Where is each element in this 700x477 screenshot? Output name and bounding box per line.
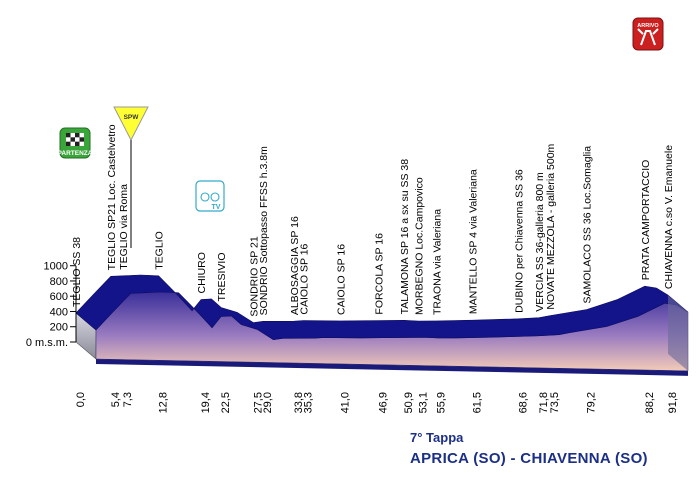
stage-title: 7° Tappa (410, 430, 464, 445)
waypoint-label: CAIOLO SP 16 (335, 244, 347, 315)
stage-route: APRICA (SO) - CHIAVENNA (SO) (410, 450, 648, 467)
km-label: 35,3 (303, 392, 315, 413)
profile-base (75, 274, 689, 376)
y-tick-label: 400 (50, 306, 68, 318)
km-label: 79,2 (586, 392, 598, 413)
waypoint-label: TRAONA via Valeriana (431, 209, 443, 315)
waypoint-label: ALBOSAGGIA SP 16 (289, 216, 301, 315)
y-axis: 0 m.s.m. 200 400 600 800 1000 (26, 261, 77, 349)
waypoint-label: SONDRIO Sottopasso FFSS h.3.8m (258, 146, 270, 315)
waypoint-label: SAMOLACO SS 36 Loc.Somaglia (582, 146, 594, 304)
km-label: 7,3 (122, 392, 134, 407)
waypoint-label: PRATA CAMPORTACCIO (640, 160, 652, 281)
sprint-triangle-icon (113, 106, 149, 142)
km-label: 88,2 (644, 392, 656, 413)
tv-marker: TV (195, 180, 225, 212)
km-label: 71,8 (538, 392, 550, 413)
finish-badge: ARRIVO (632, 17, 664, 51)
waypoint-label: SONDRIO SP 21 (248, 236, 260, 316)
km-label: 46,9 (377, 392, 389, 413)
km-label: 12,8 (158, 392, 170, 413)
waypoint-label: TEGLIO SS 38 (71, 237, 83, 307)
sprint-marker: SPW (113, 106, 149, 248)
finish-flag-icon (632, 17, 664, 51)
start-badge: PARTENZA (58, 127, 93, 159)
waypoint-label: TEGLIO via Roma (118, 184, 130, 270)
km-label: 91,8 (667, 392, 679, 413)
finish-badge-label: ARRIVO (637, 23, 659, 29)
waypoint-label: TEGLIO (154, 231, 166, 270)
sprint-label: SPW (124, 114, 140, 121)
x-axis: 0,0 5,4 7,3 12,8 19,4 22,5 27,529,0 33,835,3 41,… (75, 392, 679, 413)
waypoint-labels: TEGLIO SS 38 TEGLIO SP21 Loc. Castelvetro… (71, 124, 675, 316)
y-tick-label: 1000 (44, 261, 68, 273)
flag-square (70, 137, 75, 142)
waypoint-label: TRESIVIO (216, 252, 228, 301)
km-label: 50,9 (403, 392, 415, 413)
flag-square (79, 137, 84, 142)
waypoint-label: MANTELLO SP 4 via Valeriana (468, 169, 480, 314)
flag-square (66, 133, 71, 138)
bike-wheel-icon (210, 192, 220, 202)
bike-wheel-icon (200, 192, 210, 202)
rider-arms-icon (637, 28, 659, 46)
flag-square (75, 141, 80, 146)
y-tick-label: 0 m.s.m. (26, 337, 68, 349)
km-label: 19,4 (200, 392, 212, 413)
km-label: 29,0 (262, 392, 274, 413)
y-tick-label: 800 (50, 276, 68, 288)
waypoint-label: CHIAVENNA c.so V. Emanuele (663, 145, 675, 289)
waypoint-label: VERCIA SS 36-galleria 800 m (534, 172, 546, 312)
waypoint-label: CHIURO (196, 252, 208, 293)
tv-icon (195, 180, 225, 212)
y-tick-label: 600 (50, 291, 68, 303)
km-label: 41,0 (339, 392, 351, 413)
waypoint-label: TALAMONA SP 16 a sx su SS 38 (399, 159, 411, 315)
km-label: 0,0 (75, 392, 87, 407)
flag-square (66, 141, 71, 146)
km-label: 33,8 (293, 392, 305, 413)
badges: PARTENZA SPW TV ARRIVO (58, 17, 664, 248)
flag-square (75, 133, 80, 138)
waypoint-label: CAIOLO SP 16 (299, 243, 311, 314)
waypoint-label: DUBINO per Chiavenna SS 36 (513, 169, 525, 313)
km-label: 27,5 (252, 392, 264, 413)
y-tick-label: 200 (50, 322, 68, 334)
tv-label: TV (212, 204, 221, 211)
km-label: 61,5 (472, 392, 484, 413)
waypoint-label: MORBEGNO Loc.Campovico (413, 177, 425, 315)
km-label: 22,5 (220, 392, 232, 413)
km-label: 55,9 (435, 392, 447, 413)
km-label: 5,4 (110, 392, 122, 407)
waypoint-label: NOVATE MEZZOLA - galleria 500m (545, 143, 557, 309)
profile-end-face (668, 295, 688, 371)
km-label: 68,6 (517, 392, 529, 413)
start-badge-label: PARTENZA (58, 150, 93, 157)
road-strip (96, 359, 688, 376)
waypoint-label: FORCOLA SP 16 (373, 233, 385, 315)
km-label: 73,5 (549, 392, 561, 413)
waypoint-label: TEGLIO SP21 Loc. Castelvetro (106, 124, 118, 270)
km-label: 53,1 (417, 392, 429, 413)
